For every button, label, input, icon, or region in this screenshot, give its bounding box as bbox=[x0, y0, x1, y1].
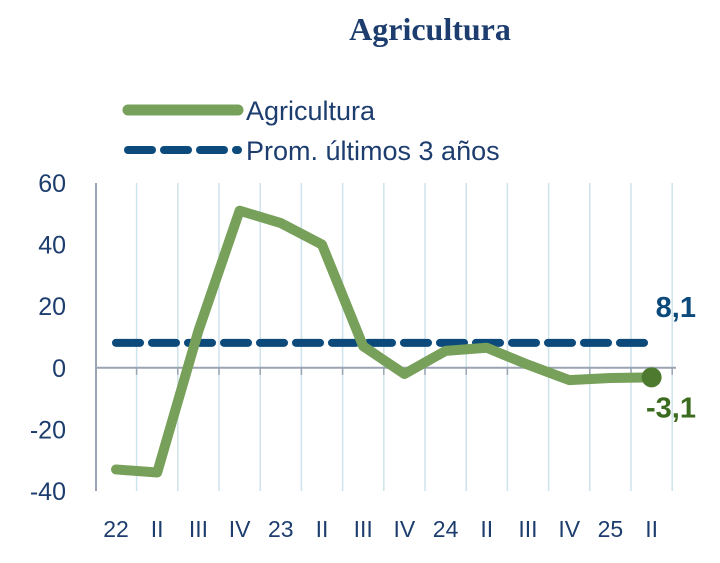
x-tick-label: IV bbox=[394, 516, 416, 542]
agricultura-line bbox=[111, 205, 657, 478]
axes bbox=[95, 183, 676, 491]
x-tick-label: II bbox=[480, 516, 493, 542]
x-tick-label: 22 bbox=[103, 516, 129, 542]
y-tick-label: -20 bbox=[30, 416, 66, 444]
annotation-last-value: -3,1 bbox=[646, 392, 696, 424]
x-tick-label: IV bbox=[558, 516, 580, 542]
x-tick-label: 25 bbox=[598, 516, 624, 542]
x-tick-label: III bbox=[354, 516, 373, 542]
x-tick-label: 24 bbox=[433, 516, 459, 542]
x-tick-label: II bbox=[316, 516, 329, 542]
y-tick-label: 20 bbox=[38, 293, 66, 321]
y-tick-label: -40 bbox=[30, 478, 66, 506]
x-tick-label: III bbox=[189, 516, 208, 542]
legend: Agricultura Prom. últimos 3 años bbox=[122, 96, 500, 166]
legend-label-promedio: Prom. últimos 3 años bbox=[246, 136, 500, 166]
grid bbox=[135, 183, 673, 491]
x-tick-label: III bbox=[518, 516, 537, 542]
y-tick-label: 60 bbox=[38, 170, 66, 198]
legend-label-agricultura: Agricultura bbox=[246, 96, 376, 126]
last-point-marker bbox=[641, 367, 662, 388]
y-tick-label: 0 bbox=[52, 355, 66, 383]
series bbox=[111, 205, 662, 478]
annotation-average-value: 8,1 bbox=[656, 292, 696, 324]
y-tick-label: 40 bbox=[38, 232, 66, 260]
x-tick-label: II bbox=[645, 516, 658, 542]
x-tick-label: 23 bbox=[268, 516, 294, 542]
y-axis-ticks: 60 40 20 0 -20 -40 bbox=[30, 170, 66, 506]
x-tick-label: IV bbox=[229, 516, 251, 542]
x-tick-label: II bbox=[151, 516, 164, 542]
chart-title: Agricultura bbox=[349, 11, 511, 47]
annotations: 8,1 -3,1 bbox=[646, 292, 696, 424]
x-axis-ticks: 22 II III IV 23 II III IV 24 II III IV 25 II bbox=[103, 516, 658, 542]
